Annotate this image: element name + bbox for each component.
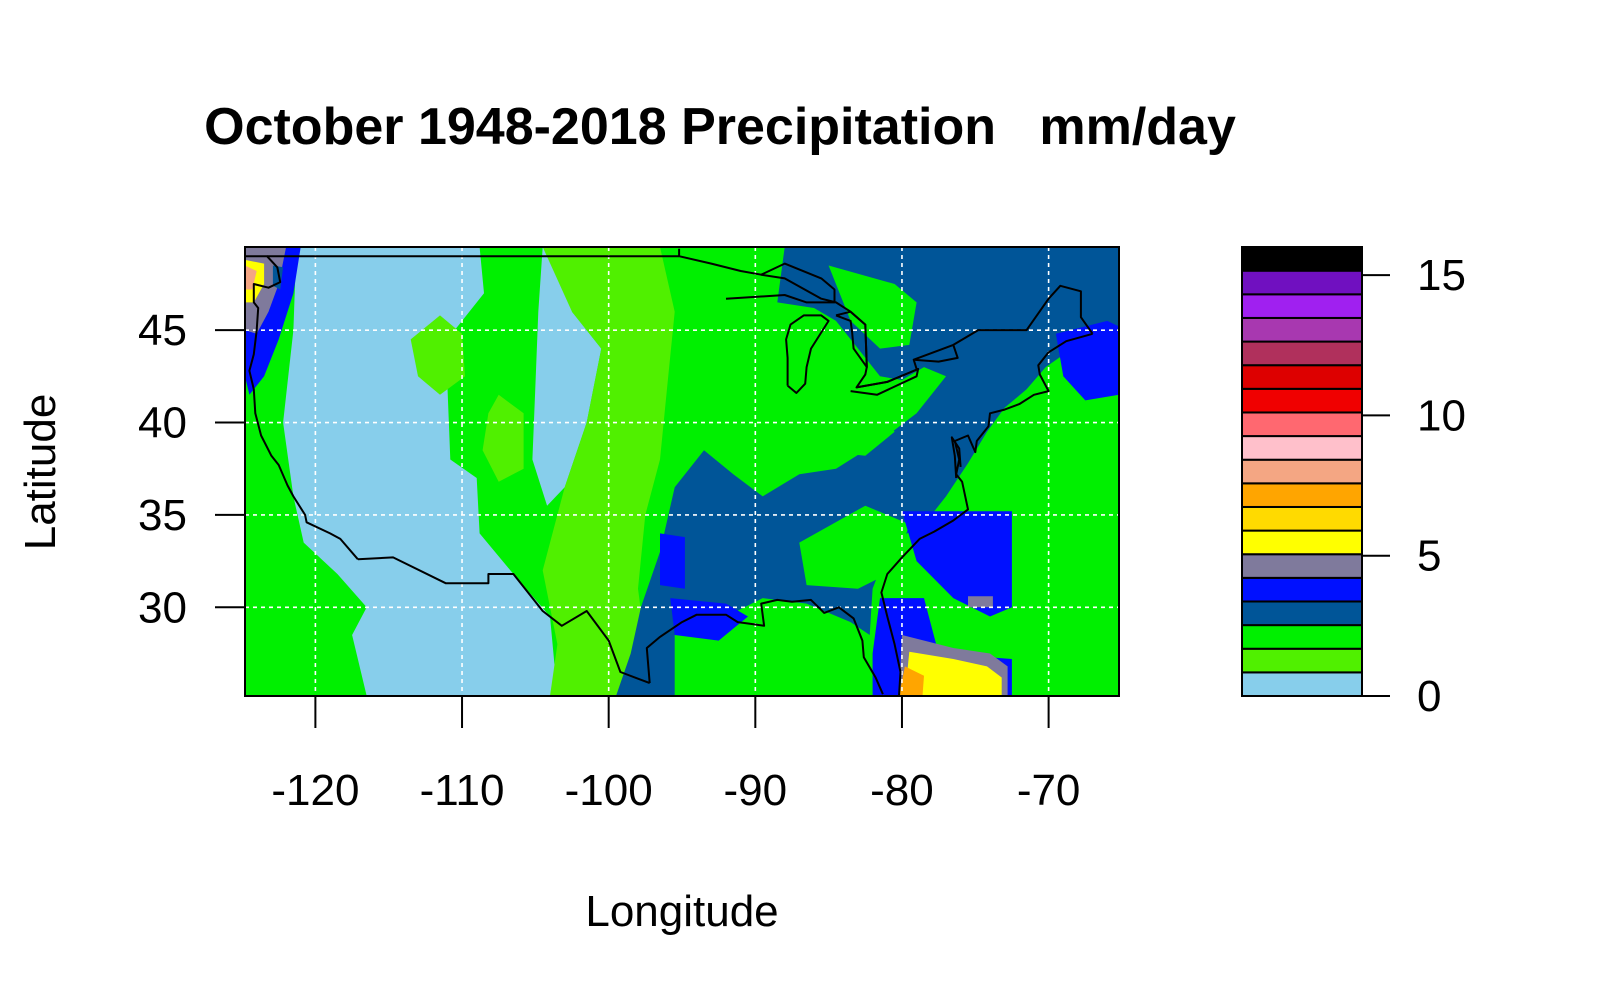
colorbar-level-18 bbox=[1241, 246, 1363, 272]
colorbar-level-1 bbox=[1241, 647, 1363, 674]
precip-region-maine-core bbox=[1055, 320, 1119, 401]
x-axis: -120 -110 -100 -90 -80 -70 bbox=[271, 696, 1080, 815]
precipitation-field bbox=[245, 247, 1119, 696]
colorbar-level-14 bbox=[1241, 340, 1363, 367]
colorbar-level-10 bbox=[1241, 435, 1363, 461]
colorbar-level-13 bbox=[1241, 364, 1363, 390]
map-outlines bbox=[245, 248, 1094, 696]
x-tick-label: -120 bbox=[271, 766, 359, 815]
outline-gulf-coast bbox=[645, 598, 884, 695]
y-axis-title: Latitude bbox=[16, 394, 65, 551]
colorbar-level-7 bbox=[1241, 505, 1363, 532]
outline-chesapeake bbox=[950, 436, 962, 479]
precip-region-gulf-stream-yellow bbox=[904, 651, 1002, 696]
precip-region-southeast-wet bbox=[616, 247, 1119, 696]
colorbar-level-9 bbox=[1241, 458, 1363, 485]
colorbar-tick-label: 15 bbox=[1417, 251, 1466, 300]
colorbar-tick-label: 5 bbox=[1417, 532, 1441, 581]
outline-lake-huron bbox=[835, 310, 868, 369]
y-axis: 30 35 40 45 bbox=[138, 306, 245, 632]
plot-border bbox=[244, 246, 1120, 697]
precip-region-high-plains-dry bbox=[532, 247, 602, 506]
y-tick-label: 40 bbox=[138, 399, 187, 448]
color-legend: 0 5 10 15 bbox=[1241, 246, 1466, 721]
colorbar-level-17 bbox=[1241, 269, 1363, 296]
outline-lake-michigan bbox=[785, 314, 830, 394]
precip-region-mountain-moist-2 bbox=[482, 394, 524, 482]
precip-region-gulf-core-2 bbox=[670, 598, 748, 641]
colorbar-level-4 bbox=[1241, 576, 1363, 603]
precip-region-gulf-core-1 bbox=[660, 533, 685, 589]
outline-lake-ontario bbox=[913, 344, 959, 363]
y-tick-label: 35 bbox=[138, 491, 187, 540]
x-tick-label: -70 bbox=[1017, 766, 1081, 815]
precip-region-atlantic-core bbox=[902, 511, 1012, 617]
y-tick-label: 30 bbox=[138, 583, 187, 632]
outline-lake-superior bbox=[725, 262, 836, 304]
precip-region-northeast-moist bbox=[828, 265, 917, 349]
colorbar-tick-label: 0 bbox=[1417, 672, 1441, 721]
x-tick-label: -100 bbox=[565, 766, 653, 815]
colorbar-level-16 bbox=[1241, 293, 1363, 319]
precip-region-bermuda-patch bbox=[968, 596, 993, 608]
x-tick-label: -90 bbox=[724, 766, 788, 815]
x-tick-label: -80 bbox=[870, 766, 934, 815]
precip-region-midwest-moist bbox=[711, 333, 851, 423]
colorbar-level-11 bbox=[1241, 411, 1363, 438]
precip-region-ohio-valley-moist bbox=[814, 404, 895, 456]
colorbar-level-12 bbox=[1241, 387, 1363, 414]
colorbar-level-2 bbox=[1241, 624, 1363, 650]
plot-area bbox=[244, 246, 1120, 697]
colorbar-level-0 bbox=[1241, 671, 1363, 698]
colorbar-level-5 bbox=[1241, 553, 1363, 579]
outline-lake-erie bbox=[850, 368, 920, 396]
x-tick-label: -110 bbox=[420, 766, 505, 815]
colorbar-tick-label: 10 bbox=[1417, 391, 1466, 440]
precip-region-gulf-stream-orange bbox=[899, 666, 924, 696]
precip-region-mountain-moist-1 bbox=[410, 315, 465, 395]
colorbar-level-15 bbox=[1241, 316, 1363, 343]
gridlines bbox=[245, 247, 1119, 696]
chart-title: October 1948-2018 Precipitation mm/day bbox=[204, 98, 1236, 156]
precip-region-carolina-moist bbox=[799, 505, 910, 589]
colorbar-level-8 bbox=[1241, 482, 1363, 508]
y-tick-label: 45 bbox=[138, 306, 187, 355]
colorbar-level-3 bbox=[1241, 600, 1363, 627]
outline-coastline bbox=[245, 255, 359, 560]
x-axis-title: Longitude bbox=[585, 887, 778, 936]
colorbar-border bbox=[1241, 246, 1363, 697]
outline-us-mexico-border bbox=[357, 556, 651, 685]
precip-region-atlantic-moist bbox=[997, 514, 1119, 696]
precip-region-pnw-max bbox=[245, 265, 257, 290]
colorbar-level-6 bbox=[1241, 529, 1363, 556]
